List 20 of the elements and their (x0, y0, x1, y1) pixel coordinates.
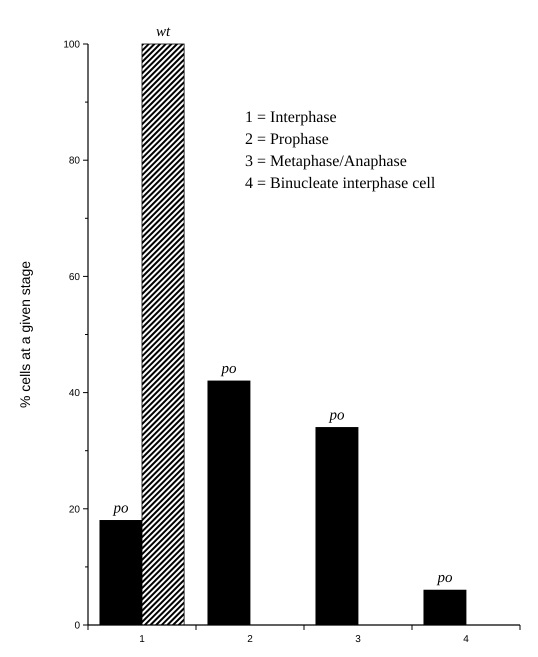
y-tick-label: 60 (68, 272, 80, 283)
y-axis-title: % cells at a given stage (17, 260, 33, 408)
series-label: wt (156, 24, 171, 40)
y-tick-label: 80 (68, 156, 80, 167)
x-tick-label: 1 (139, 634, 146, 645)
annotation: 2 = Prophase (245, 131, 329, 148)
y-tick-label: 0 (74, 620, 80, 632)
annotation: 3 = Metaphase/Anaphase (245, 153, 407, 170)
annotation: 1 = Interphase (245, 109, 337, 126)
annotation: 4 = Binucleate interphase cell (245, 175, 436, 192)
x-tick-label: 3 (355, 634, 362, 645)
y-tick-label: 100 (63, 40, 80, 50)
y-tick-label: 40 (68, 388, 80, 400)
x-tick-label: 2 (247, 634, 254, 645)
x-tick-label: 4 (463, 634, 470, 645)
y-tick-label: 20 (68, 504, 80, 516)
text: po (437, 570, 452, 586)
series-label: po (112, 500, 129, 516)
text: po (221, 360, 236, 377)
text: po (329, 407, 344, 424)
